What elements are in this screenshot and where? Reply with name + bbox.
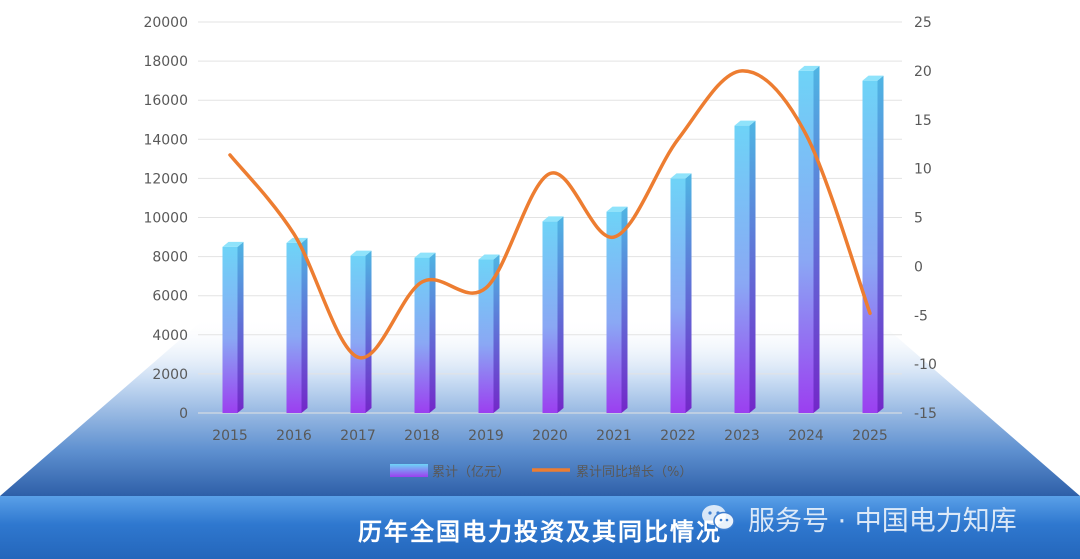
title-banner (0, 496, 1080, 559)
watermark: 服务号 · 中国电力知库 (700, 498, 1060, 538)
bar-2023 (734, 120, 756, 414)
left-tick-label: 12000 (143, 171, 188, 187)
bar-front (286, 242, 302, 413)
right-tick-label: -15 (914, 406, 937, 422)
left-tick-label: 14000 (143, 132, 188, 148)
growth-line (228, 69, 872, 360)
left-tick-label: 8000 (152, 250, 188, 266)
bar-2015 (222, 241, 244, 413)
bar-side (621, 206, 628, 413)
bar-2025 (862, 75, 884, 414)
bar-top (734, 120, 756, 126)
bars (222, 65, 884, 414)
left-tick-label: 4000 (152, 328, 188, 344)
legend-label-bar: 累计（亿元） (432, 465, 510, 480)
legend: 累计（亿元） 累计同比增长（%） (390, 464, 692, 480)
left-tick-label: 0 (179, 406, 188, 422)
x-tick-label: 2022 (660, 428, 696, 444)
bar-top (478, 254, 500, 260)
bar-side (749, 120, 756, 414)
bar-front (222, 246, 238, 413)
bar-side (365, 250, 372, 413)
bar-2020 (542, 216, 564, 413)
x-tick-label: 2024 (788, 428, 824, 444)
right-tick-label: 20 (914, 64, 932, 80)
right-tick-label: 10 (914, 162, 932, 178)
x-tick-label: 2021 (596, 428, 632, 444)
bar-top (670, 173, 692, 179)
x-tick-label: 2018 (404, 428, 440, 444)
x-tick-label: 2016 (276, 428, 312, 444)
bar-side (877, 75, 884, 414)
left-tick-label: 16000 (143, 93, 188, 109)
x-axis-ticks: 2015 2016 2017 2018 2019 2020 2021 2022 2023 2024… (212, 428, 888, 444)
right-tick-label: -10 (914, 357, 937, 373)
bar-front (670, 178, 686, 413)
bar-2022 (670, 173, 692, 413)
bar-front (350, 255, 366, 413)
bar-side (813, 65, 820, 413)
x-tick-label: 2020 (532, 428, 568, 444)
left-tick-label: 10000 (143, 211, 188, 227)
bar-2016 (286, 237, 308, 413)
bar-front (606, 211, 622, 413)
left-tick-label: 18000 (143, 54, 188, 70)
x-tick-label: 2017 (340, 428, 376, 444)
right-tick-label: 0 (914, 259, 923, 275)
x-tick-label: 2019 (468, 428, 504, 444)
bar-top (798, 65, 820, 71)
bar-front (798, 70, 814, 413)
left-axis-ticks: 0 2000 4000 6000 8000 10000 12000 14000 16000 180… (143, 15, 188, 422)
bar-side (237, 241, 244, 413)
x-tick-label: 2023 (724, 428, 760, 444)
bar-front (862, 80, 878, 414)
right-tick-label: 25 (914, 15, 932, 31)
wechat-icon (702, 505, 735, 531)
bar-2024 (798, 65, 820, 413)
bar-top (606, 206, 628, 212)
bar-2018 (414, 252, 436, 413)
x-tick-label: 2015 (212, 428, 248, 444)
left-tick-label: 20000 (143, 15, 188, 31)
right-tick-label: -5 (914, 308, 928, 324)
bar-top (350, 250, 372, 256)
bar-side (493, 254, 500, 413)
left-tick-label: 2000 (152, 367, 188, 383)
bar-2019 (478, 254, 500, 413)
right-tick-label: 5 (914, 211, 923, 227)
bar-top (222, 241, 244, 247)
right-axis-ticks: -15 -10 -5 0 5 10 15 20 25 (914, 15, 937, 422)
legend-swatch-bar (390, 464, 428, 477)
bar-side (301, 237, 308, 413)
bar-top (414, 252, 436, 258)
bar-side (685, 173, 692, 413)
bar-top (862, 75, 884, 81)
bar-front (734, 125, 750, 414)
legend-label-line: 累计同比增长（%） (576, 465, 692, 480)
bar-top (542, 216, 564, 222)
left-tick-label: 6000 (152, 289, 188, 305)
bar-2017 (350, 250, 372, 413)
bar-side (429, 252, 436, 413)
right-tick-label: 15 (914, 113, 932, 129)
watermark-text: 服务号 · 中国电力知库 (748, 505, 1017, 537)
bar-side (557, 216, 564, 413)
bar-front (542, 221, 558, 413)
x-tick-label: 2025 (852, 428, 888, 444)
bar-front (414, 257, 430, 413)
chart-title: 历年全国电力投资及其同比情况 (358, 518, 722, 546)
bar-front (478, 259, 494, 413)
bar-2021 (606, 206, 628, 413)
